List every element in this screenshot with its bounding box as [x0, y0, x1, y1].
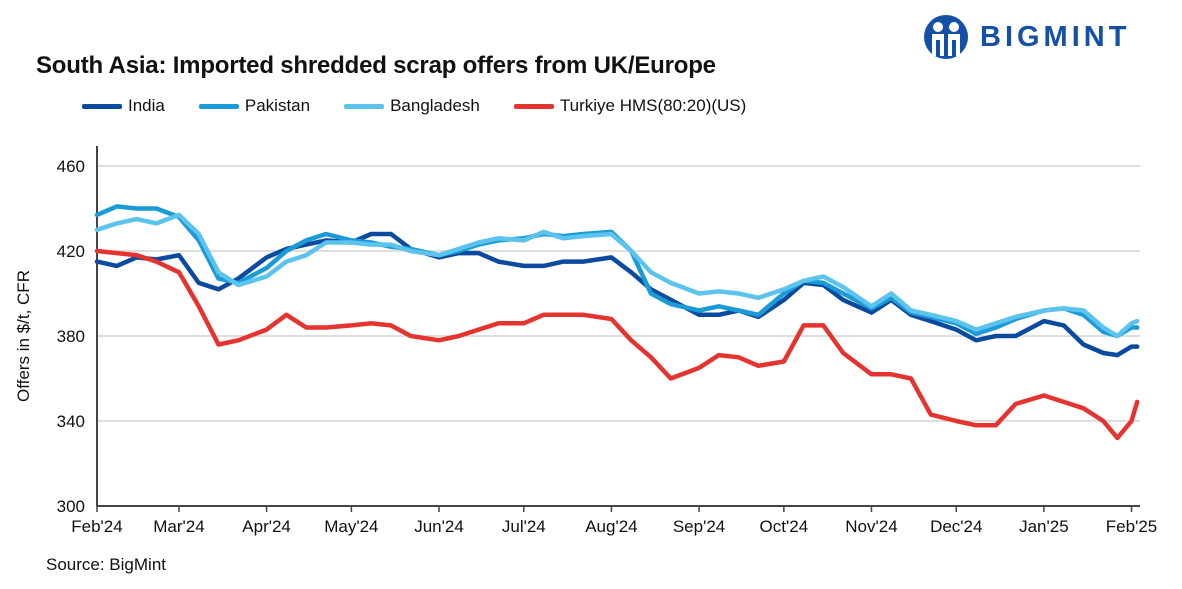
y-tick-label: 460 [57, 157, 85, 176]
series-line-pakistan [94, 204, 1140, 339]
x-tick-label: Oct'24 [760, 517, 809, 536]
y-tick-label: 380 [57, 327, 85, 346]
legend-item-turkiye: Turkiye HMS(80:20)(US) [513, 96, 747, 116]
series-line-turkiye [94, 248, 1140, 441]
bigmint-logo-icon [924, 15, 968, 59]
x-tick-label: Mar'24 [153, 517, 204, 536]
x-tick-label: Jul'24 [502, 517, 546, 536]
legend-item-india: India [82, 96, 165, 116]
series-line-india [94, 231, 1140, 358]
legend-item-bangladesh: Bangladesh [344, 96, 480, 116]
legend-swatch [344, 103, 385, 109]
y-axis-label: Offers in $/t, CFR [14, 270, 33, 402]
x-tick-label: Nov'24 [845, 517, 897, 536]
legend-label: Bangladesh [390, 96, 480, 115]
chart-title: South Asia: Imported shredded scrap offe… [36, 52, 716, 79]
brand-name: BIGMINT [980, 20, 1131, 53]
y-tick-label: 340 [57, 412, 85, 431]
legend: India Pakistan Bangladesh Turkiye HMS(80… [82, 96, 780, 116]
x-tick-label: Jan'25 [1019, 517, 1069, 536]
x-tick-label: Sep'24 [673, 517, 725, 536]
x-tick-label: Feb'24 [71, 517, 122, 536]
legend-item-pakistan: Pakistan [198, 96, 311, 116]
x-tick-label: May'24 [324, 517, 378, 536]
legend-label: Turkiye HMS(80:20)(US) [559, 96, 747, 115]
bigmint-logo: BIGMINT [922, 14, 1130, 60]
series-line-bangladesh [94, 212, 1140, 339]
x-tick-label: Apr'24 [242, 517, 291, 536]
x-tick-label: Aug'24 [585, 517, 637, 536]
legend-swatch [513, 103, 554, 109]
legend-swatch [198, 103, 239, 109]
x-tick-label: Jun'24 [414, 517, 464, 536]
source-note: Source: BigMint [46, 555, 166, 574]
y-tick-label: 300 [57, 497, 85, 516]
x-tick-label: Dec'24 [930, 517, 982, 536]
y-tick-label: 420 [57, 242, 85, 261]
legend-label: India [128, 96, 165, 115]
legend-swatch [82, 103, 122, 109]
x-tick-label: Feb'25 [1106, 517, 1157, 536]
legend-label: Pakistan [244, 96, 311, 115]
